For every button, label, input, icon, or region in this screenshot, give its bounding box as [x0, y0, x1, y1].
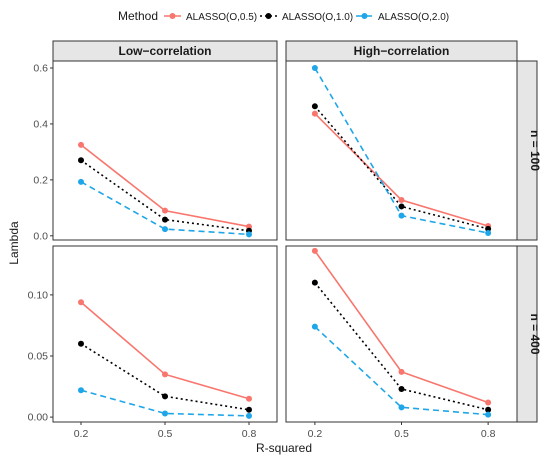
- data-point: [162, 410, 168, 417]
- data-point: [162, 207, 168, 214]
- x-axis-title: R-squared: [256, 441, 312, 455]
- data-point: [246, 231, 252, 238]
- data-point: [162, 371, 168, 378]
- x-tick-label: 0.2: [74, 428, 89, 440]
- y-tick-label: 0.4: [33, 118, 48, 130]
- legend-entry: ALASSO(O,0.5): [164, 12, 257, 23]
- data-point: [78, 387, 84, 394]
- data-point: [162, 393, 168, 400]
- panel: [52, 60, 278, 241]
- legend-label: ALASSO(O,1.0): [282, 12, 353, 23]
- row-strip-label: n = 400: [528, 313, 542, 354]
- data-point: [311, 110, 318, 117]
- panel-border: [52, 245, 278, 423]
- data-point: [162, 226, 168, 233]
- data-point: [246, 406, 252, 413]
- data-point: [485, 225, 492, 232]
- data-point: [485, 406, 492, 413]
- data-point: [78, 340, 84, 347]
- y-tick-label: 0.05: [28, 351, 49, 363]
- panel: [285, 60, 518, 241]
- y-tick-label: 0.6: [33, 62, 48, 74]
- data-point: [246, 223, 252, 230]
- y-tick-label: 0.00: [28, 412, 49, 424]
- x-tick-label: 0.2: [308, 428, 323, 440]
- legend-label: ALASSO(O,0.5): [186, 12, 257, 23]
- data-point: [311, 64, 318, 71]
- data-point: [398, 212, 405, 219]
- legend-label: ALASSO(O,2.0): [378, 12, 449, 23]
- data-point: [485, 230, 492, 237]
- data-point: [485, 399, 492, 406]
- data-point: [311, 279, 318, 286]
- series-line: [314, 282, 489, 411]
- data-point: [398, 386, 405, 392]
- legend-entry: ALASSO(O,1.0): [260, 12, 353, 23]
- series-line: [80, 343, 250, 411]
- y-tick-label: 0.0: [33, 230, 48, 242]
- x-tick-label: 0.5: [158, 428, 173, 440]
- data-point: [78, 299, 84, 306]
- x-tick-label: 0.8: [481, 428, 496, 440]
- series-line: [80, 181, 250, 236]
- x-tick-label: 0.5: [394, 428, 409, 440]
- data-point: [398, 368, 405, 375]
- legend-key-point: [361, 13, 368, 19]
- column-strip-label: High−correlation: [354, 44, 450, 58]
- series-line: [80, 389, 250, 417]
- data-point: [78, 157, 84, 164]
- legend: Method ALASSO(O,0.5) ALASSO(O,1.0) ALASSO(…: [118, 9, 449, 23]
- panel-border: [285, 60, 518, 241]
- legend-key-point: [169, 13, 176, 19]
- legend-entry: ALASSO(O,2.0): [356, 12, 449, 23]
- y-axis-title: Lambda: [7, 221, 21, 265]
- panel-border: [285, 245, 518, 423]
- data-point: [311, 323, 318, 330]
- data-point: [311, 247, 318, 254]
- data-point: [398, 203, 405, 210]
- y-tick-label: 0.2: [33, 174, 48, 186]
- data-point: [485, 411, 492, 418]
- panel: [285, 245, 518, 423]
- data-point: [246, 412, 252, 419]
- data-point: [78, 178, 84, 185]
- data-point: [398, 404, 405, 411]
- data-point: [78, 141, 84, 148]
- data-point: [311, 103, 318, 110]
- panel: [52, 245, 278, 423]
- data-point: [162, 216, 168, 223]
- data-point: [246, 395, 252, 402]
- legend-title: Method: [118, 9, 158, 23]
- legend-key-point: [265, 13, 272, 19]
- x-tick-label: 0.8: [242, 428, 257, 440]
- data-point: [398, 197, 405, 204]
- column-strip-label: Low−correlation: [118, 44, 211, 58]
- y-tick-label: 0.10: [28, 289, 49, 301]
- row-strip-label: n = 100: [528, 130, 542, 171]
